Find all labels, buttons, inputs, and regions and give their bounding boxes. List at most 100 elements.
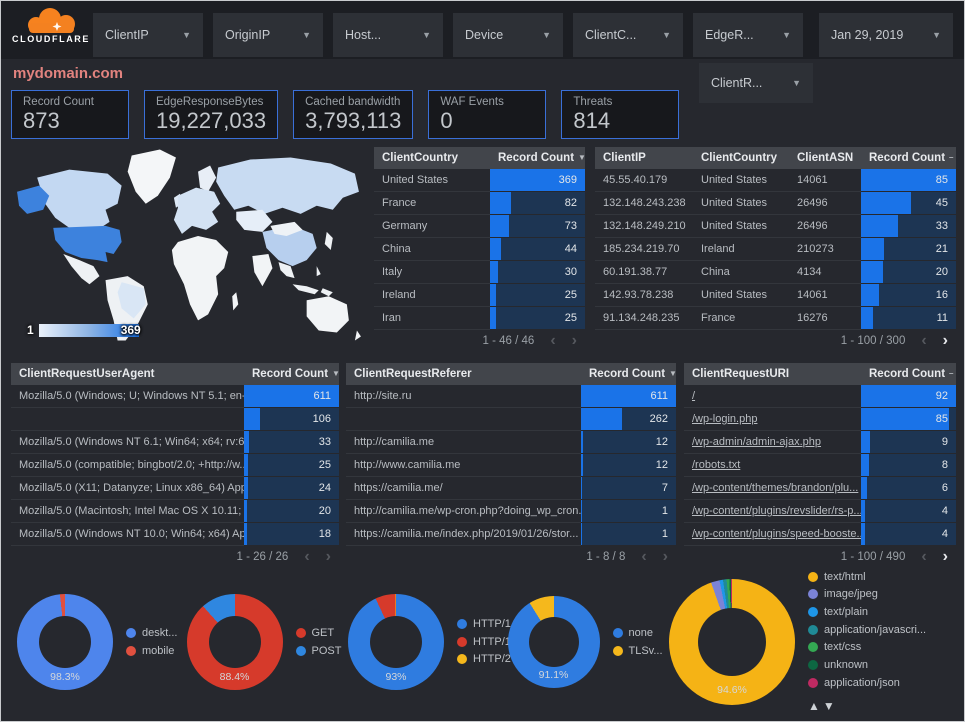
record-count-bar xyxy=(581,477,583,499)
filter-chip-edger[interactable]: EdgeR... ▼ xyxy=(693,13,803,57)
column-header-clientcountry[interactable]: ClientCountry xyxy=(701,152,778,164)
legend-item-unknown[interactable]: unknown xyxy=(808,659,950,672)
filter-chip-clientrequest[interactable]: ClientR... ▼ xyxy=(699,63,813,103)
column-header-clientrequestuseragent[interactable]: ClientRequestUserAgent xyxy=(19,368,155,380)
filter-chip-device[interactable]: Device ▼ xyxy=(453,13,563,57)
donut-hole xyxy=(370,616,422,668)
donut-ring[interactable]: 98.3% xyxy=(17,594,113,690)
column-header-clientip[interactable]: ClientIP xyxy=(603,152,646,164)
legend-item-image-jpeg[interactable]: image/jpeg xyxy=(808,588,950,601)
uri-link[interactable]: /wp-admin/admin-ajax.php xyxy=(684,431,861,454)
donut-ring[interactable]: 94.6% xyxy=(669,578,795,705)
record-count-cell: 21 xyxy=(861,238,956,261)
filter-chip-originip[interactable]: OriginIP ▼ xyxy=(213,13,323,57)
scorecard-label: EdgeResponseBytes xyxy=(156,96,264,108)
donut-percent-label: 91.1% xyxy=(538,669,569,681)
column-header-record-count[interactable]: Record Count▼ xyxy=(490,147,585,169)
legend-item-get[interactable]: GET xyxy=(295,626,344,640)
legend-item-http-2[interactable]: HTTP/2 xyxy=(457,653,511,666)
next-page-chevron-icon[interactable]: › xyxy=(662,548,668,565)
record-count-cell: 4 xyxy=(861,523,956,546)
date-range-picker[interactable]: Jan 29, 2019 ▼ xyxy=(819,13,953,57)
next-page-chevron-icon[interactable]: › xyxy=(325,548,331,565)
legend-item-http-1-0[interactable]: HTTP/1.0 xyxy=(457,636,520,649)
next-page-chevron-icon[interactable]: › xyxy=(942,332,948,349)
next-page-chevron-icon[interactable]: › xyxy=(942,548,948,565)
scorecard-label: Threats xyxy=(573,96,613,108)
table-row: /wp-content/plugins/speed-booste... 4 xyxy=(684,523,956,546)
legend-item-deskt[interactable]: deskt... xyxy=(126,627,182,640)
record-count-bar xyxy=(861,284,879,306)
donut-chart-http-version: 93% HTTP/1.1 HTTP/1.0 HTTP/2 xyxy=(348,594,520,690)
legend-item-application-javascri[interactable]: application/javascri... xyxy=(808,624,950,637)
legend-item-tlsv[interactable]: TLSv... xyxy=(612,645,665,658)
world-map-chart[interactable]: 1 369 xyxy=(9,147,371,347)
scorecard-cached-bandwidth: Cached bandwidth 3,793,113 xyxy=(293,90,414,139)
record-count-value: 369 xyxy=(558,174,577,186)
record-count-value: 45 xyxy=(935,197,948,209)
record-count-cell: 25 xyxy=(244,454,339,477)
donut-percent-label: 94.6% xyxy=(717,683,747,696)
legend-item-http-1-1[interactable]: HTTP/1.1 xyxy=(457,618,520,631)
legend-item-application-json[interactable]: application/json xyxy=(808,677,950,690)
legend-item-text-css[interactable]: text/css xyxy=(808,641,950,654)
donut-ring[interactable]: 91.1% xyxy=(507,596,600,688)
legend-label: unknown xyxy=(824,658,869,671)
column-header-record-count[interactable]: Record Count – xyxy=(869,152,954,164)
filter-chip-clientc[interactable]: ClientC... ▼ xyxy=(573,13,683,57)
client-ip-table: ClientIP ClientCountry ClientASN Record Cou… xyxy=(595,147,956,348)
next-page-chevron-icon[interactable]: › xyxy=(571,332,577,349)
column-header-record-count[interactable]: Record Count▼ xyxy=(581,363,676,385)
previous-page-chevron-icon[interactable]: ‹ xyxy=(921,548,927,565)
legend-label: GET xyxy=(311,626,335,639)
scorecard-record-count: Record Count 873 xyxy=(11,90,129,139)
uri-link[interactable]: /robots.txt xyxy=(684,454,861,477)
previous-page-chevron-icon[interactable]: ‹ xyxy=(641,548,647,565)
donut-ring[interactable]: 88.4% xyxy=(186,594,283,690)
record-count-value: 25 xyxy=(318,459,331,471)
scorecard-edgeresponsebytes: EdgeResponseBytes 19,227,033 xyxy=(144,90,279,139)
donut-chart-device-type: 98.3% deskt... mobile xyxy=(17,594,182,690)
previous-page-chevron-icon[interactable]: ‹ xyxy=(304,548,310,565)
table-cell: 142.93.78.238 xyxy=(595,284,693,307)
legend-item-none[interactable]: none xyxy=(612,627,665,640)
uri-link[interactable]: /wp-content/themes/brandon/plu... xyxy=(684,477,861,500)
legend-dot-icon xyxy=(808,571,818,582)
column-header-record-count[interactable]: Record Count – xyxy=(869,368,954,380)
column-header-record-count[interactable]: Record Count▼ xyxy=(244,363,339,385)
legend-item-mobile[interactable]: mobile xyxy=(126,645,182,658)
uri-link[interactable]: /wp-content/plugins/speed-booste... xyxy=(684,523,861,546)
filter-chip-label: ClientIP xyxy=(105,28,149,42)
column-header-clientrequestreferer[interactable]: ClientRequestReferer xyxy=(354,368,472,380)
legend-dot-icon xyxy=(808,659,818,670)
table-cell: Italy xyxy=(374,261,490,284)
table-cell: 60.191.38.77 xyxy=(595,261,693,284)
column-header-clientrequesturi[interactable]: ClientRequestURI xyxy=(692,368,790,380)
record-count-value: 8 xyxy=(941,459,948,471)
pagination-range: 1 - 8 / 8 xyxy=(586,551,626,564)
filter-chip-clientip[interactable]: ClientIP ▼ xyxy=(93,13,203,57)
donut-ring[interactable]: 93% xyxy=(348,594,444,690)
filter-chip-host[interactable]: Host... ▼ xyxy=(333,13,443,57)
column-header-clientasn[interactable]: ClientASN xyxy=(797,152,854,164)
table-cell: United States xyxy=(374,169,490,192)
table-cell: 185.234.219.70 xyxy=(595,238,693,261)
scorecard-label: WAF Events xyxy=(440,96,504,108)
table-cell: http://camilia.me xyxy=(346,431,581,454)
legend-dot-icon xyxy=(808,642,818,653)
uri-link[interactable]: / xyxy=(684,385,861,408)
uri-link[interactable]: /wp-login.php xyxy=(684,408,861,431)
legend-item-text-html[interactable]: text/html xyxy=(808,571,950,584)
table-row: 132.148.243.238 United States 26496 45 xyxy=(595,192,956,215)
donut-chart-content-type: 94.6% text/html image/jpeg text/plain applic… xyxy=(669,571,950,713)
previous-page-chevron-icon[interactable]: ‹ xyxy=(550,332,556,349)
record-count-bar xyxy=(490,192,512,214)
legend-item-text-plain[interactable]: text/plain xyxy=(808,606,950,619)
legend-label: image/jpeg xyxy=(824,588,878,601)
uri-link[interactable]: /wp-content/plugins/revslider/rs-p... xyxy=(684,500,861,523)
previous-page-chevron-icon[interactable]: ‹ xyxy=(921,332,927,349)
column-header-clientcountry[interactable]: ClientCountry xyxy=(382,152,459,164)
table-cell: 16276 xyxy=(789,307,861,330)
legend-item-post[interactable]: POST xyxy=(295,645,344,658)
sort-arrows-control[interactable]: ▲▼ xyxy=(808,699,838,714)
